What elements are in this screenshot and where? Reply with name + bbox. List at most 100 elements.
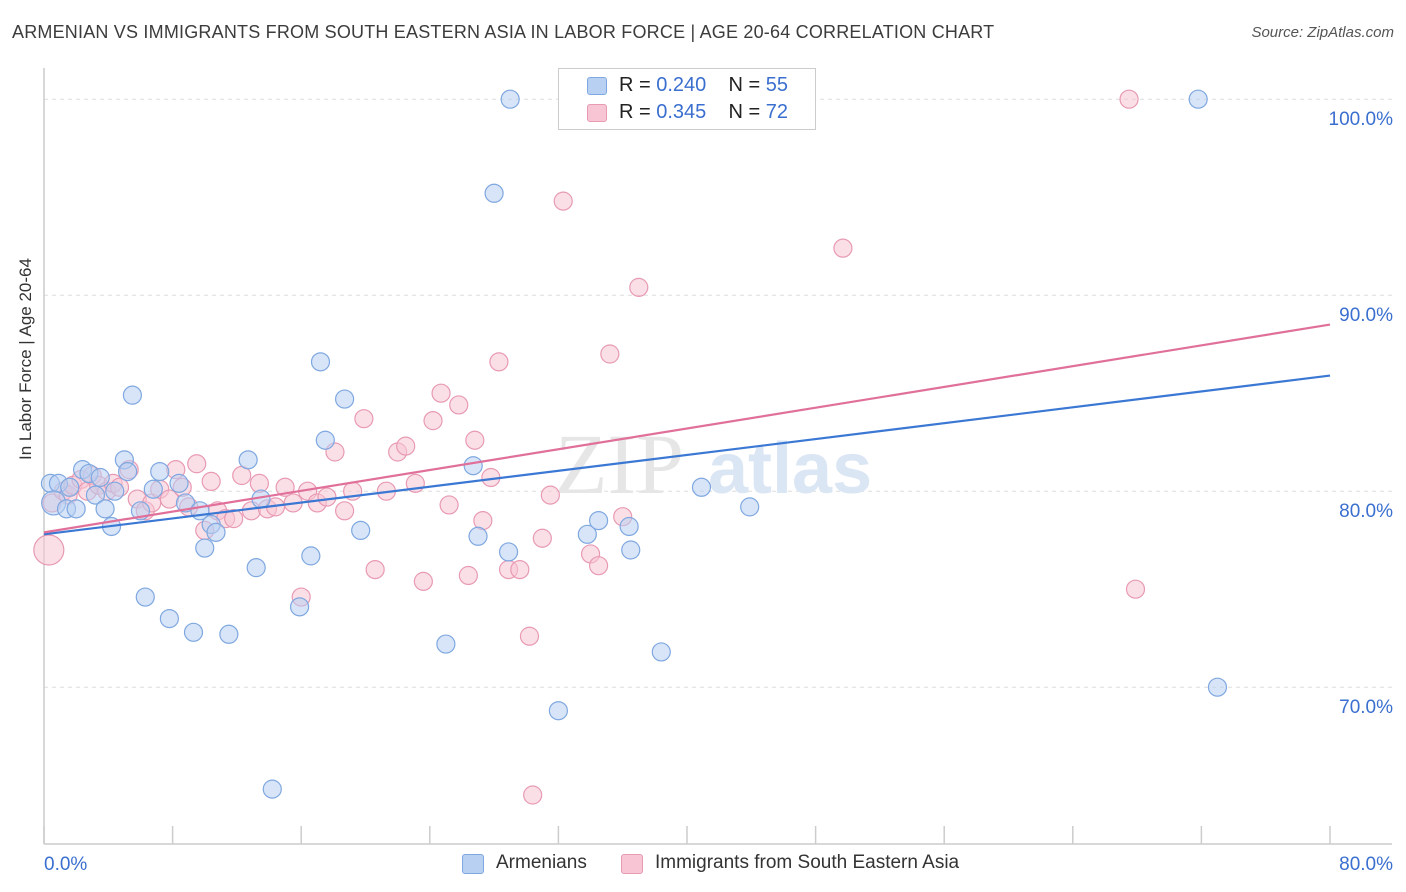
data-point-immigrants (540, 485, 560, 505)
trend-lines (43, 323, 1331, 536)
legend-n-armenians: 55 (765, 74, 789, 96)
data-point-armenians (90, 467, 110, 488)
data-point-armenians (468, 526, 488, 546)
data-point-armenians (66, 499, 86, 519)
data-point-immigrants (33, 534, 65, 566)
legend-swatch-immigrants (587, 104, 607, 122)
y-axis-label: In Labor Force | Age 20-64 (16, 258, 35, 460)
data-point-armenians (219, 624, 239, 644)
data-point-armenians (60, 477, 80, 497)
y-tick-labels: 70.0% 80.0% 90.0% 100.0% (1329, 109, 1394, 718)
data-point-armenians (195, 538, 215, 558)
watermark-group: ZIP atlas (555, 416, 872, 512)
data-point-immigrants (317, 487, 337, 507)
data-point-immigrants (489, 352, 509, 372)
y-tick-label: 90.0% (1339, 305, 1393, 326)
legend-label-armenians: Armenians (496, 852, 587, 873)
data-point-armenians (289, 597, 310, 617)
data-point-immigrants (187, 454, 207, 474)
data-point-armenians (577, 524, 597, 544)
data-point-armenians (498, 542, 519, 562)
data-point-armenians (95, 499, 115, 519)
series-armenians-points (40, 89, 1228, 799)
data-point-immigrants (431, 383, 451, 403)
gridlines (44, 98, 1392, 688)
data-point-armenians (740, 497, 760, 517)
data-point-armenians (463, 456, 483, 476)
data-point-armenians (500, 89, 520, 109)
y-tick-label: 70.0% (1339, 697, 1393, 718)
data-point-armenians (310, 352, 331, 372)
data-point-armenians (436, 634, 456, 654)
data-point-armenians (588, 510, 609, 531)
legend-swatch-armenians (462, 854, 484, 874)
legend-n-immigrants: 72 (765, 101, 789, 123)
data-point-armenians (351, 520, 371, 541)
data-point-immigrants (396, 436, 416, 456)
source-label: Source: ZipAtlas.com (1251, 24, 1394, 41)
data-point-immigrants (439, 495, 459, 515)
y-tick-label: 100.0% (1329, 109, 1394, 130)
data-point-armenians (150, 462, 170, 482)
data-point-immigrants (523, 785, 543, 805)
data-point-armenians (117, 462, 138, 482)
trend-line-armenians (43, 374, 1331, 536)
trend-line-immigrants (43, 323, 1331, 534)
correlation-legend: R = 0.240 N = 55 R = 0.345 N = 72 (558, 68, 816, 130)
y-tick-label: 80.0% (1339, 501, 1393, 522)
watermark-atlas: atlas (708, 429, 872, 509)
data-point-immigrants (553, 191, 573, 211)
data-point-immigrants (588, 556, 609, 576)
data-point-armenians (262, 779, 282, 799)
data-point-immigrants (365, 559, 385, 580)
data-point-armenians (183, 622, 204, 642)
data-point-armenians (206, 522, 226, 542)
data-point-armenians (169, 473, 189, 493)
x-tick-labels: 0.0% 80.0% (44, 854, 1393, 875)
data-point-immigrants (600, 344, 620, 364)
legend-r-armenians: 0.240 (656, 74, 707, 96)
data-point-immigrants (532, 528, 552, 548)
data-point-armenians (246, 558, 266, 578)
data-point-armenians (135, 587, 155, 607)
legend-swatch-armenians (587, 77, 607, 95)
data-point-immigrants (201, 471, 221, 491)
data-point-armenians (238, 450, 258, 470)
data-point-immigrants (465, 430, 485, 450)
data-point-immigrants (1119, 89, 1139, 109)
data-point-immigrants (224, 509, 244, 529)
chart-title: ARMENIAN VS IMMIGRANTS FROM SOUTH EASTER… (12, 22, 995, 42)
legend-label-immigrants: Immigrants from South Eastern Asia (655, 852, 960, 873)
data-point-immigrants (519, 626, 540, 646)
data-point-armenians (159, 608, 179, 629)
data-point-armenians (484, 183, 504, 203)
data-point-armenians (619, 516, 639, 537)
data-point-armenians (621, 540, 641, 560)
data-point-immigrants (423, 411, 443, 431)
data-point-armenians (1188, 89, 1208, 109)
data-point-armenians (1207, 677, 1228, 697)
data-point-armenians (315, 430, 335, 450)
axes (43, 68, 1392, 845)
data-point-armenians (143, 479, 163, 499)
data-point-armenians (335, 389, 355, 409)
data-point-immigrants (1125, 579, 1146, 599)
data-point-armenians (105, 481, 125, 501)
data-point-immigrants (449, 395, 469, 415)
legend-r-label: R = (619, 74, 651, 96)
legend-r-immigrants: 0.345 (656, 101, 707, 123)
legend-swatch-immigrants (621, 854, 643, 874)
data-point-armenians (85, 485, 106, 505)
data-point-armenians (691, 477, 712, 497)
data-point-immigrants (413, 571, 433, 591)
data-point-immigrants (458, 565, 478, 586)
data-point-immigrants (510, 559, 530, 580)
data-point-armenians (548, 701, 569, 721)
series-legend: Armenians Immigrants from South Eastern … (0, 852, 1406, 878)
data-point-immigrants (629, 277, 649, 297)
data-point-armenians (301, 546, 321, 566)
data-point-armenians (651, 642, 671, 662)
x-tick-label: 0.0% (44, 854, 87, 875)
data-point-immigrants (335, 501, 355, 521)
